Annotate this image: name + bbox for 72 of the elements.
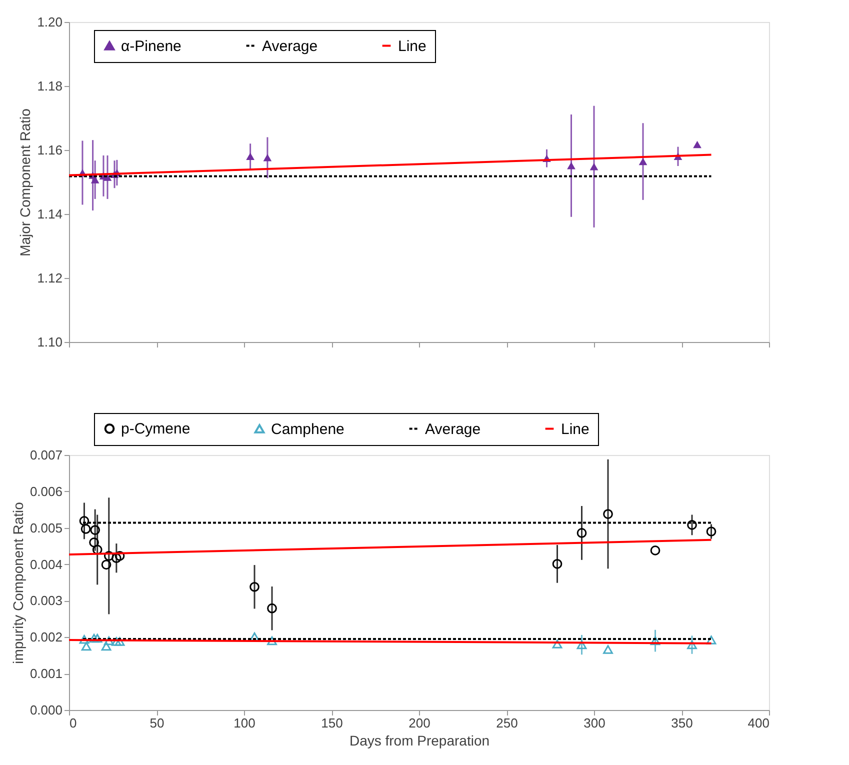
point: [603, 509, 613, 519]
y-tick-label: 1.16: [37, 142, 62, 158]
point: [687, 520, 697, 530]
point: [687, 640, 697, 650]
point: [576, 640, 587, 650]
x-tick-label: 50: [150, 716, 164, 730]
point: [89, 634, 99, 643]
point: [114, 550, 125, 561]
point: [79, 516, 90, 526]
point: [576, 528, 587, 538]
point: [104, 550, 114, 561]
x-axis-title: Days from Preparation: [349, 732, 490, 748]
legend-label: α-Pinene: [121, 38, 182, 55]
point: [552, 640, 562, 648]
point: [101, 642, 112, 651]
y-tick-label: 0.007: [30, 448, 62, 462]
point: [552, 558, 562, 569]
legend-label: Line: [398, 38, 426, 55]
point: [706, 526, 716, 536]
point: [603, 645, 613, 654]
y-axis-title: impurity Component Ratio: [10, 502, 26, 664]
y-tick-label: 1.14: [37, 206, 62, 222]
y-tick-label: 0.006: [30, 484, 62, 499]
y-tick-label: 0.001: [30, 666, 62, 682]
x-tick-label: 0: [70, 716, 77, 730]
legend-label: Line: [561, 420, 590, 438]
point: [92, 544, 102, 555]
y-tick-label: 0.003: [30, 593, 62, 608]
point: [101, 560, 112, 570]
point: [90, 525, 100, 535]
x-tick-label: 300: [584, 716, 606, 730]
y-tick-label: 1.12: [37, 270, 62, 286]
point: [92, 634, 102, 643]
legend-label: Average: [425, 420, 481, 438]
point: [89, 538, 99, 548]
x-tick-label: 200: [408, 716, 430, 730]
y-tick-label: 0.000: [30, 702, 62, 718]
legend-label: p-Cymene: [121, 420, 190, 438]
point: [250, 582, 260, 592]
y-tick-label: 1.10: [37, 334, 62, 350]
x-tick-label: 100: [234, 716, 256, 730]
y-tick-label: 1.18: [37, 78, 62, 94]
x-tick-label: 350: [671, 716, 693, 730]
y-tick-label: 0.005: [30, 520, 62, 536]
point: [104, 636, 114, 646]
x-tick-label: 150: [321, 716, 343, 730]
point: [80, 524, 91, 534]
y-axis-title: Major Component Ratio: [17, 108, 34, 256]
point: [79, 634, 90, 644]
point: [706, 636, 716, 644]
point: [650, 636, 660, 646]
point: [246, 152, 254, 160]
legend-label: Average: [262, 38, 318, 55]
point: [263, 154, 272, 162]
y-tick-label: 1.20: [37, 14, 62, 30]
point: [111, 553, 122, 564]
legend-label: Camphene: [271, 420, 344, 438]
point: [267, 636, 277, 646]
point: [590, 163, 598, 170]
y-tick-label: 0.004: [30, 556, 62, 572]
point: [250, 632, 260, 642]
y-tick-label: 0.002: [30, 630, 62, 645]
point: [111, 637, 122, 646]
point: [81, 642, 92, 651]
point: [114, 637, 125, 646]
x-tick-label: 250: [496, 716, 518, 730]
x-tick-label: 400: [748, 716, 770, 730]
point: [693, 140, 702, 148]
point: [638, 158, 648, 166]
point: [650, 546, 660, 556]
point: [567, 162, 576, 170]
point: [267, 603, 277, 614]
